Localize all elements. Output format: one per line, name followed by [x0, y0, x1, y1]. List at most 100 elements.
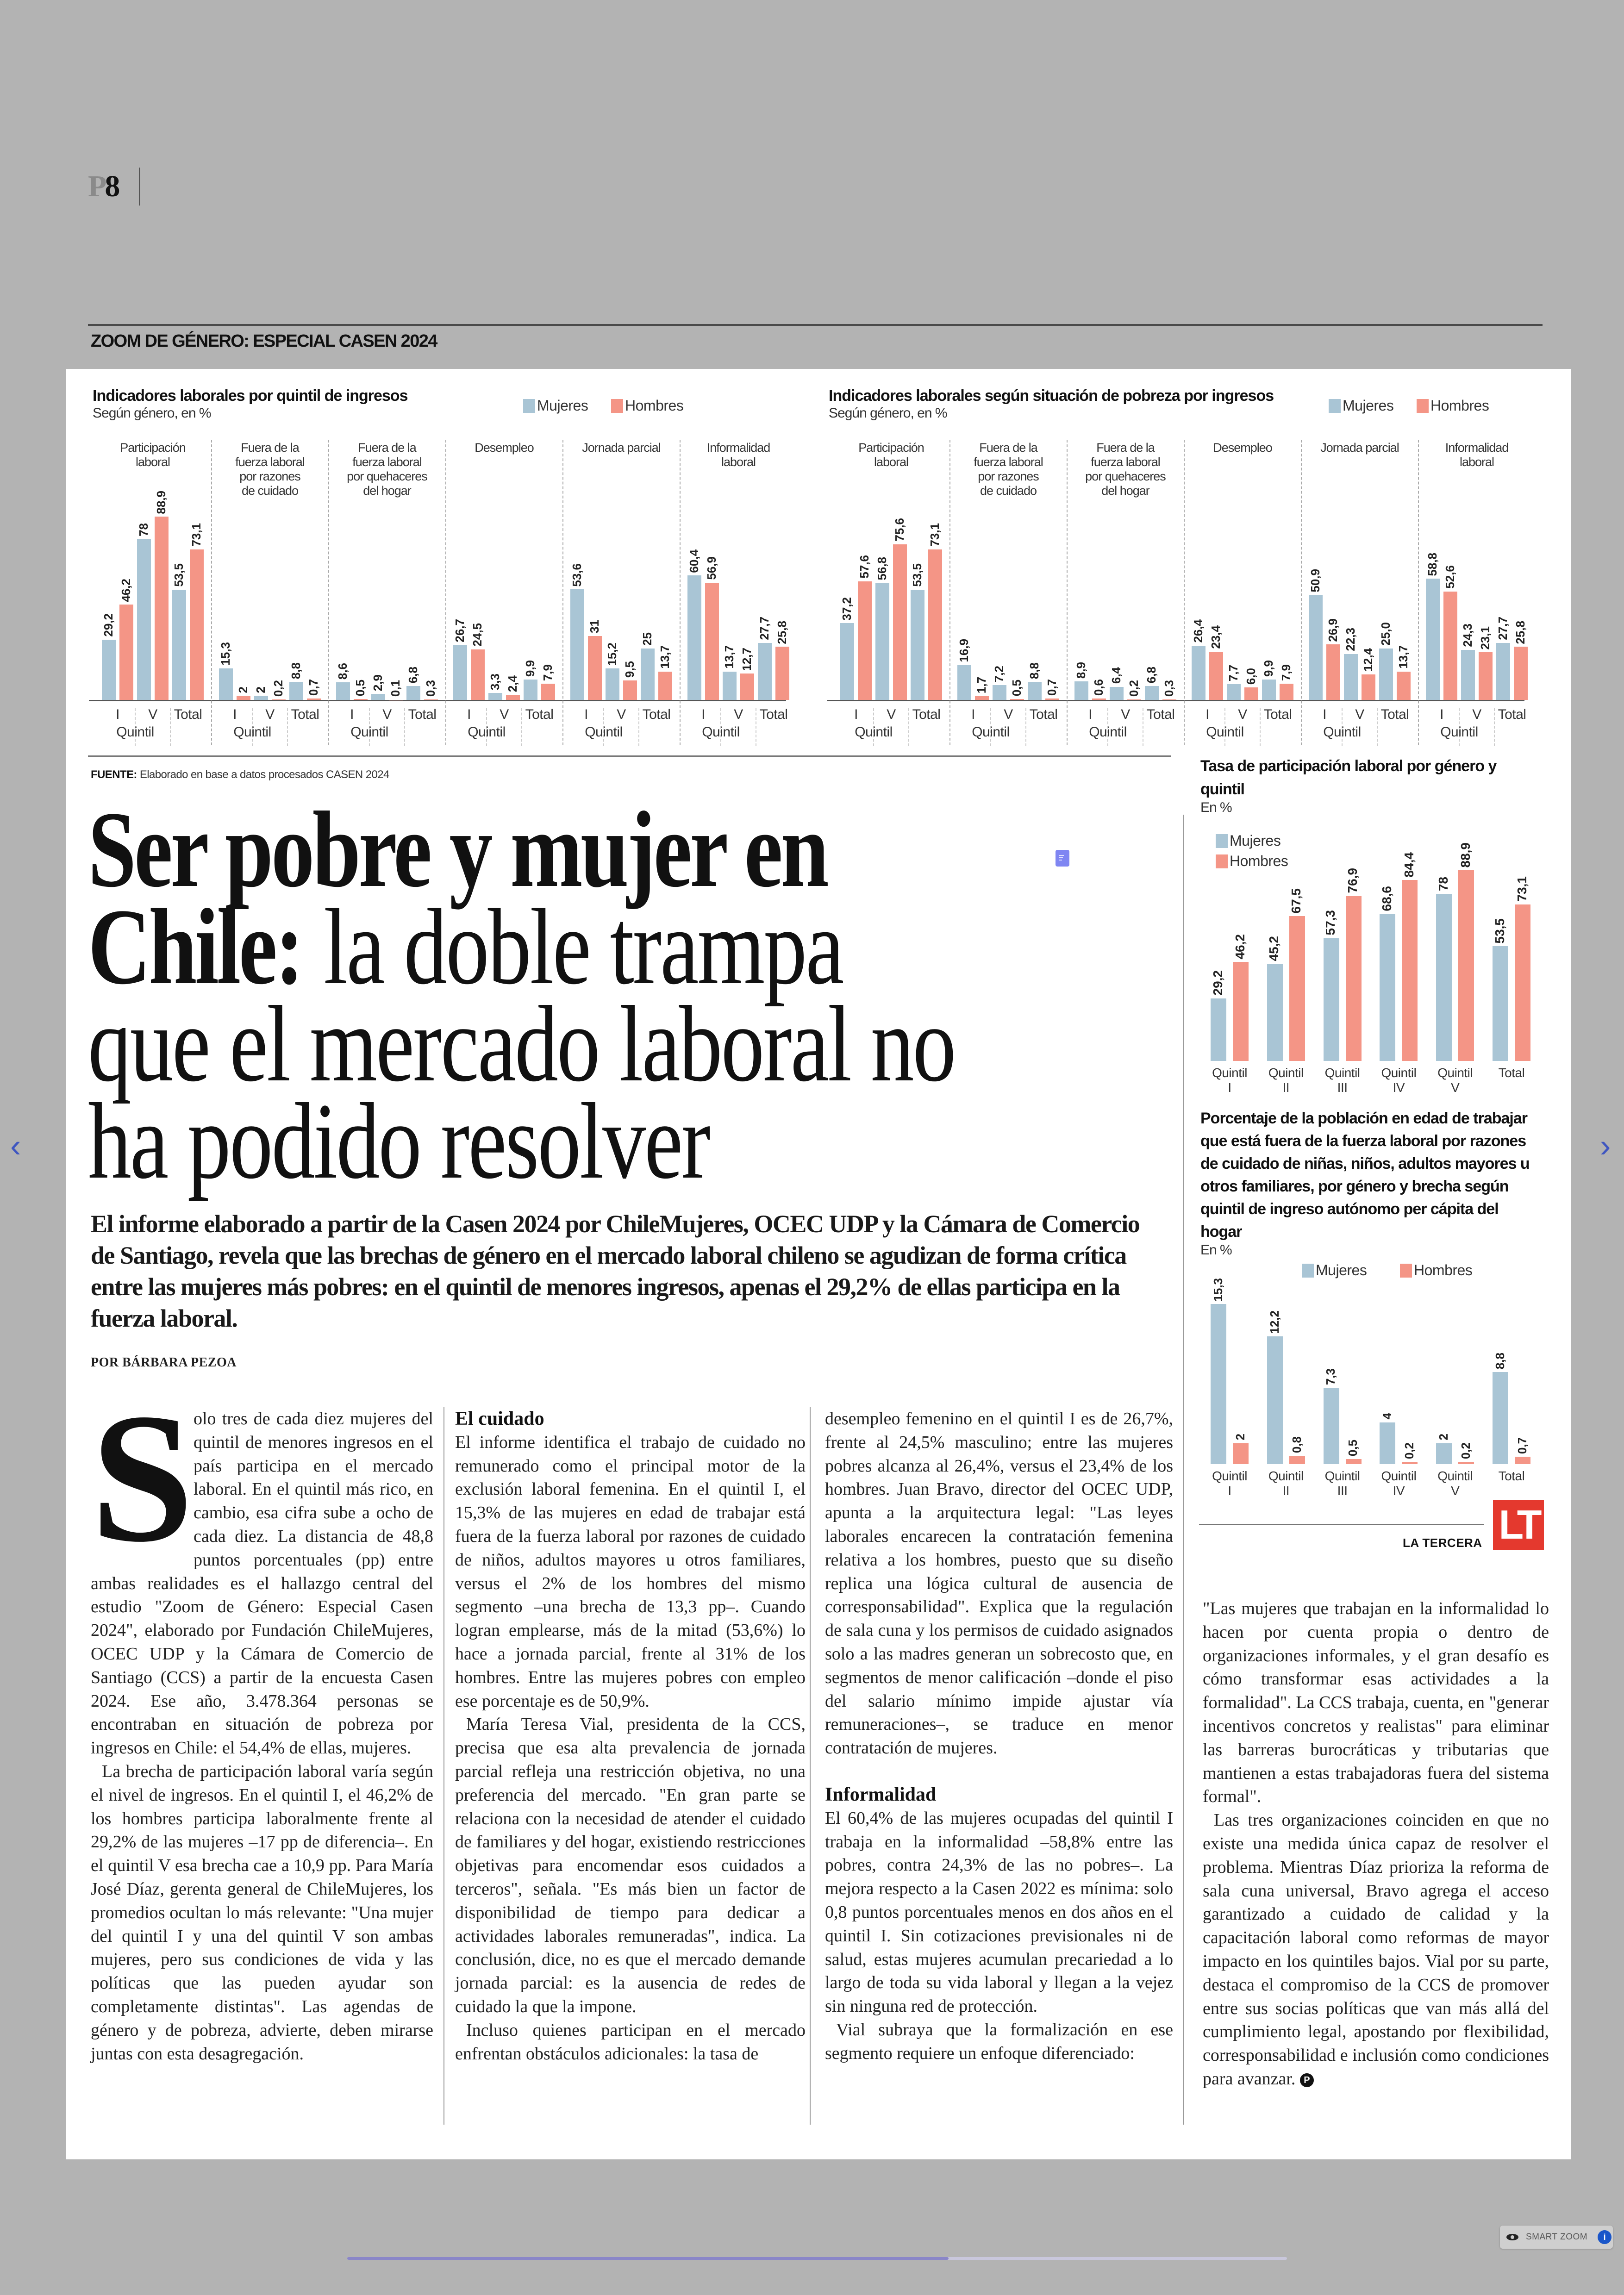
bar: [928, 549, 942, 700]
bar: [588, 636, 602, 700]
category-separator: [603, 708, 604, 746]
category-label: Total: [912, 707, 941, 722]
category-separator: [1025, 708, 1026, 746]
bar: [1289, 916, 1305, 1061]
value-label: 0,6: [1091, 679, 1106, 696]
source-note: FUENTE: Elaborado en base a datos proces…: [91, 768, 389, 781]
category-label: Quintil III: [1324, 1469, 1360, 1498]
bar: [371, 694, 385, 700]
bar: [840, 623, 854, 700]
value-label: 46,2: [1232, 934, 1247, 960]
page-scroll-track[interactable]: [347, 2257, 1287, 2260]
category-label: I: [701, 707, 705, 722]
value-label: 6,0: [1243, 668, 1258, 685]
bar: [1402, 1462, 1418, 1464]
value-label: 27,7: [757, 617, 771, 640]
category-label: Quintil V: [1437, 1066, 1473, 1095]
category-label: Quintil II: [1268, 1469, 1304, 1498]
category-label: I: [467, 707, 471, 722]
group-label: Quintil: [702, 724, 740, 740]
paragraph: Vial subraya que la formalización en ese…: [825, 2020, 1173, 2063]
bar: [1426, 579, 1440, 700]
paragraph: El informe identifica el trabajo de cuid…: [455, 1432, 806, 1711]
value-label: 22,3: [1343, 628, 1357, 651]
info-icon[interactable]: i: [1598, 2230, 1612, 2244]
category-label: I: [1440, 707, 1443, 722]
chevron-left-icon[interactable]: ‹: [10, 1128, 21, 1164]
category-label: I: [350, 707, 354, 722]
category-separator: [1377, 708, 1378, 746]
bar: [1514, 647, 1528, 700]
annotation-icon[interactable]: [1056, 850, 1069, 867]
value-label: 8,6: [335, 662, 350, 680]
category-label: V: [617, 707, 626, 722]
bar: [219, 668, 233, 700]
value-label: 23,4: [1208, 625, 1223, 649]
legend-label: Mujeres: [537, 397, 588, 414]
value-label: 7,7: [1226, 664, 1240, 681]
bar: [1323, 938, 1339, 1061]
value-label: 29,2: [1210, 970, 1225, 996]
subheading: El cuidado: [455, 1408, 544, 1429]
category-label: Total: [1498, 1469, 1525, 1483]
bar: [155, 517, 169, 700]
bar: [705, 582, 719, 700]
bar: [471, 649, 485, 700]
bar: [1267, 1336, 1283, 1464]
smart-zoom-button[interactable]: SMART ZOOM i: [1500, 2226, 1613, 2249]
category-label: I: [971, 707, 975, 722]
category-label: Quintil III: [1324, 1066, 1360, 1095]
bar: [1145, 686, 1159, 700]
page-scroll-progress[interactable]: [347, 2257, 949, 2260]
end-mark-icon: P: [1299, 2073, 1314, 2088]
value-label: 73,1: [927, 523, 942, 547]
legend-label: Hombres: [1230, 853, 1288, 869]
category-label: Total: [642, 707, 671, 722]
chart2-title: Indicadores laborales según situación de…: [829, 387, 1274, 405]
column-divider: [1183, 815, 1184, 2125]
value-label: 37,2: [839, 597, 854, 621]
bar: [570, 589, 584, 700]
category-label: Quintil II: [1268, 1066, 1304, 1095]
headline-line: que el mercado laboral no: [88, 984, 956, 1104]
bar: [740, 674, 754, 700]
legend-label: Hombres: [1414, 1262, 1473, 1278]
value-label: 46,2: [119, 578, 133, 602]
value-label: 13,7: [657, 645, 672, 669]
byline: POR BÁRBARA PEZOA: [91, 1355, 237, 1370]
chart4-legend-hombres: Hombres: [1400, 1262, 1473, 1279]
value-label: 0,5: [353, 679, 367, 696]
category-separator: [135, 708, 136, 746]
category-label: Total: [408, 707, 437, 722]
value-label: 26,4: [1191, 619, 1205, 643]
chart3-title: Tasa de participación laboral por género…: [1200, 757, 1497, 798]
bar: [1233, 1443, 1249, 1464]
chart1-subtitle: Según género, en %: [93, 405, 212, 421]
chart-baseline: [89, 700, 786, 701]
value-label: 7,9: [540, 664, 555, 681]
category-label: Total: [1498, 1066, 1525, 1080]
bar: [1074, 681, 1088, 700]
bar: [172, 589, 186, 700]
value-label: 75,6: [892, 518, 906, 542]
headline-line: Ser pobre y mujer en: [88, 789, 829, 910]
paragraph: El 60,4% de las mujeres ocupadas del qui…: [825, 1808, 1173, 2016]
page-number-divider: [139, 168, 140, 206]
category-label: Quintil I: [1212, 1066, 1247, 1095]
panel-title: Fuera de la fuerza laboral por razones d…: [235, 441, 305, 498]
bar: [453, 645, 467, 700]
bar: [1209, 651, 1223, 700]
bar: [1211, 1304, 1226, 1464]
category-label: Total: [1146, 707, 1175, 722]
chevron-right-icon[interactable]: ›: [1600, 1128, 1611, 1164]
category-label: Total: [1380, 707, 1409, 722]
category-separator: [1342, 708, 1343, 746]
category-separator: [638, 708, 639, 746]
category-label: I: [116, 707, 119, 722]
value-label: 12,4: [1361, 648, 1375, 672]
bar: [641, 648, 655, 700]
value-label: 6,8: [1144, 666, 1158, 683]
chart2-subtitle: Según género, en %: [829, 405, 948, 421]
value-label: 60,4: [687, 549, 701, 573]
